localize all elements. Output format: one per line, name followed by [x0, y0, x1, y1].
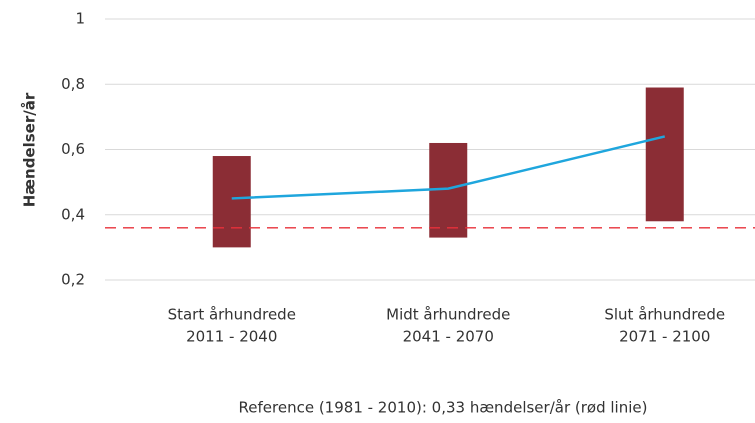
x-tick-label: 2071 - 2100	[619, 328, 710, 346]
x-tick-label: Slut århundrede	[604, 306, 725, 324]
range-bar	[212, 156, 251, 248]
x-tick-label: 2041 - 2070	[403, 328, 494, 346]
y-tick-label: 0,8	[61, 75, 85, 93]
x-tick-label: 2011 - 2040	[186, 328, 277, 346]
y-tick-label: 0,2	[61, 271, 85, 289]
annotation: Reference (1981 - 2010): 0,33 hændelser/…	[239, 399, 648, 417]
y-tick-label: 0,4	[61, 205, 85, 223]
x-tick-label: Start århundrede	[168, 306, 296, 324]
x-tick-label: Midt århundrede	[386, 306, 510, 324]
y-tick-label: 0,6	[61, 140, 85, 158]
y-tick-label: 1	[75, 10, 85, 28]
range-bar	[645, 87, 684, 222]
median-line	[231, 135, 666, 200]
y-axis-label: Hændelser/år	[21, 92, 39, 207]
